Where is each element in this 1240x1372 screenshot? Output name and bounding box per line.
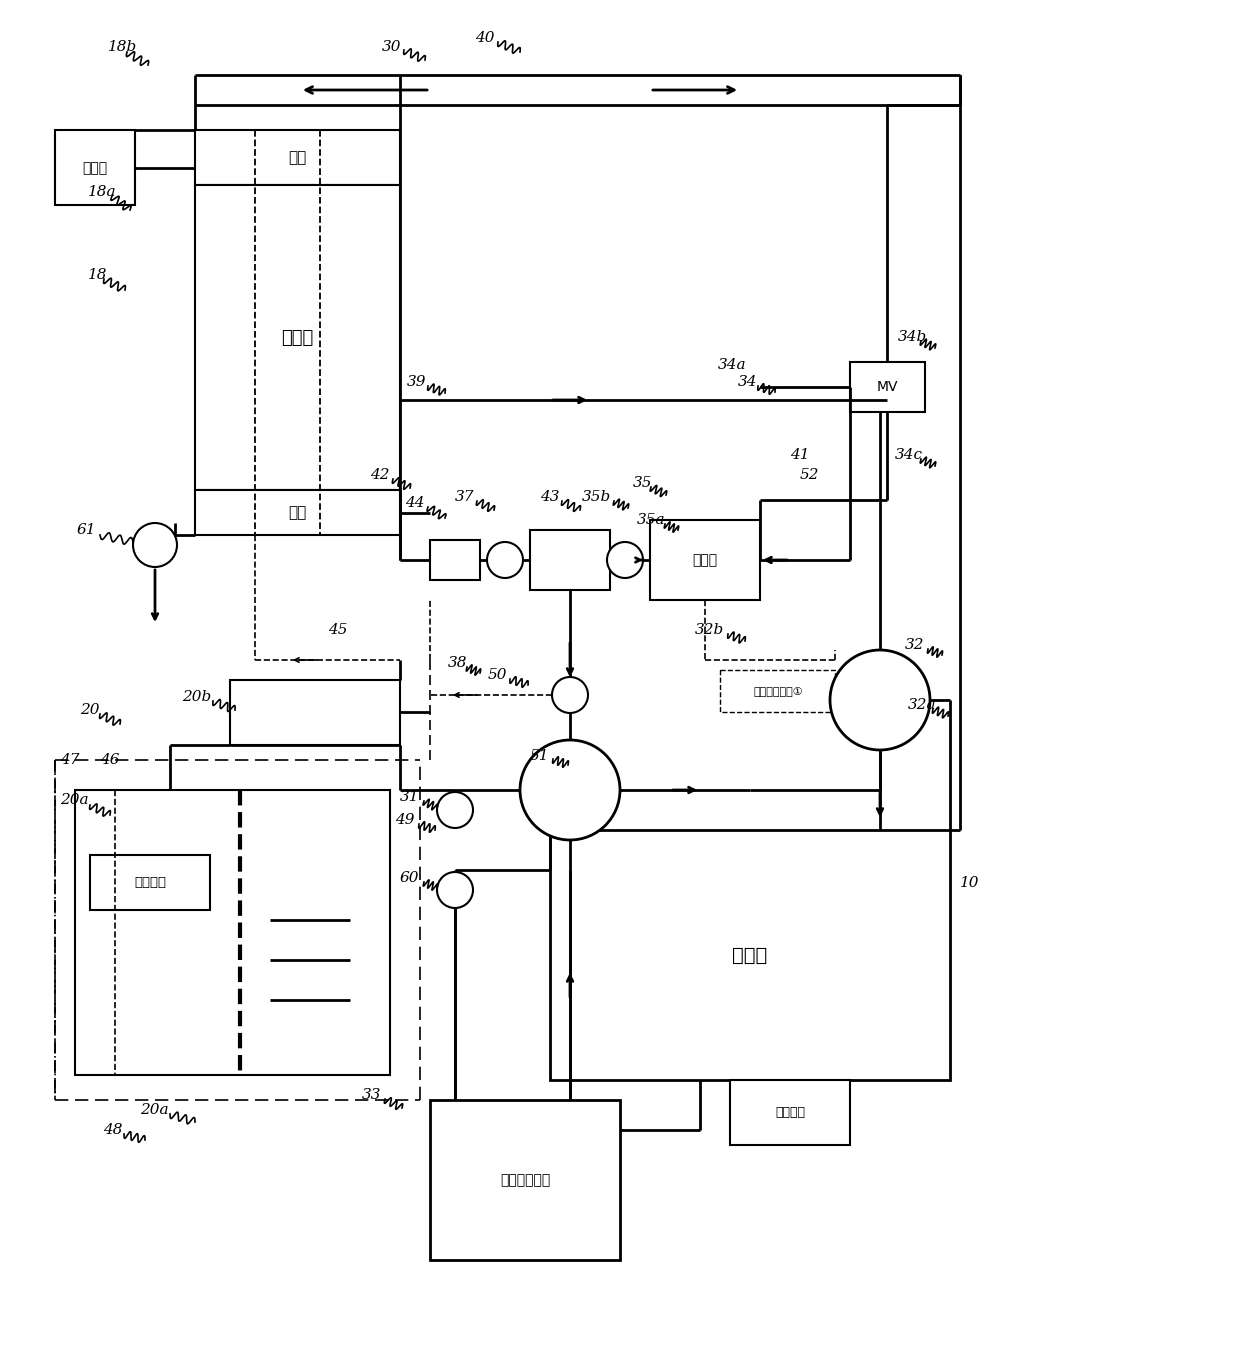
Text: 45: 45 [329, 623, 347, 637]
Text: ヘロ: ヘロ [288, 505, 306, 520]
Text: 20a: 20a [60, 793, 88, 807]
Text: 47: 47 [60, 753, 79, 767]
Text: 蓄熱器: 蓄熱器 [281, 329, 314, 347]
Text: 43: 43 [539, 490, 559, 504]
Bar [730, 1080, 849, 1146]
Bar [195, 490, 401, 535]
Text: 冷却水槽: 冷却水槽 [134, 877, 166, 889]
Circle shape [520, 740, 620, 840]
Text: 38: 38 [448, 656, 467, 670]
Text: 18: 18 [88, 268, 108, 283]
Text: MV: MV [877, 380, 898, 394]
Text: 20a: 20a [140, 1103, 169, 1117]
Text: 恒温器: 恒温器 [692, 553, 718, 567]
Text: 32a: 32a [908, 698, 936, 712]
Bar [195, 185, 401, 490]
Text: 40: 40 [475, 32, 495, 45]
Text: 61: 61 [77, 523, 97, 536]
Text: 37: 37 [455, 490, 475, 504]
Text: 出口: 出口 [288, 151, 306, 166]
Text: 32: 32 [905, 638, 925, 652]
Text: 30: 30 [382, 40, 402, 54]
Text: 35a: 35a [637, 513, 666, 527]
Text: 33: 33 [362, 1088, 382, 1102]
Text: 過流量器: 過流量器 [775, 1106, 805, 1120]
Circle shape [436, 792, 472, 827]
Text: 供水口: 供水口 [82, 161, 108, 176]
Text: 39: 39 [407, 375, 427, 390]
Text: 18a: 18a [88, 185, 117, 199]
Text: 60: 60 [401, 871, 419, 885]
Bar [551, 830, 950, 1080]
Text: 発動機: 発動機 [733, 945, 768, 965]
Text: 18b: 18b [108, 40, 138, 54]
Text: 35b: 35b [582, 490, 611, 504]
Bar [430, 1100, 620, 1259]
Text: 41: 41 [790, 449, 810, 462]
Circle shape [487, 542, 523, 578]
Text: 廃気熱交換器: 廃気熱交換器 [500, 1173, 551, 1187]
Bar [849, 362, 925, 412]
Bar [55, 130, 135, 204]
Circle shape [552, 676, 588, 713]
Text: 52: 52 [800, 468, 820, 482]
Text: 34b: 34b [898, 331, 928, 344]
Text: 48: 48 [103, 1124, 123, 1137]
Text: 34c: 34c [895, 449, 923, 462]
Bar [91, 855, 210, 910]
Text: 32b: 32b [694, 623, 724, 637]
Text: 10: 10 [960, 875, 980, 890]
Circle shape [830, 650, 930, 750]
Bar [74, 790, 391, 1076]
Circle shape [436, 873, 472, 908]
Circle shape [608, 542, 644, 578]
Text: 34a: 34a [718, 358, 746, 372]
Bar [430, 541, 480, 580]
Text: 35: 35 [632, 476, 652, 490]
Text: 46: 46 [100, 753, 119, 767]
Bar [195, 130, 401, 185]
Text: 51: 51 [529, 749, 549, 763]
Bar [229, 681, 401, 745]
Text: 冷却水ポンプ①: 冷却水ポンプ① [753, 686, 802, 696]
Text: 42: 42 [370, 468, 389, 482]
Text: 44: 44 [405, 497, 424, 510]
Text: 20: 20 [81, 702, 99, 718]
Circle shape [133, 523, 177, 567]
Bar [529, 530, 610, 590]
Text: 34: 34 [738, 375, 758, 390]
Bar [650, 520, 760, 600]
Bar [720, 670, 835, 712]
Text: 50: 50 [489, 668, 507, 682]
Text: 49: 49 [396, 814, 414, 827]
Text: 20b: 20b [182, 690, 211, 704]
Text: 31: 31 [401, 790, 419, 804]
